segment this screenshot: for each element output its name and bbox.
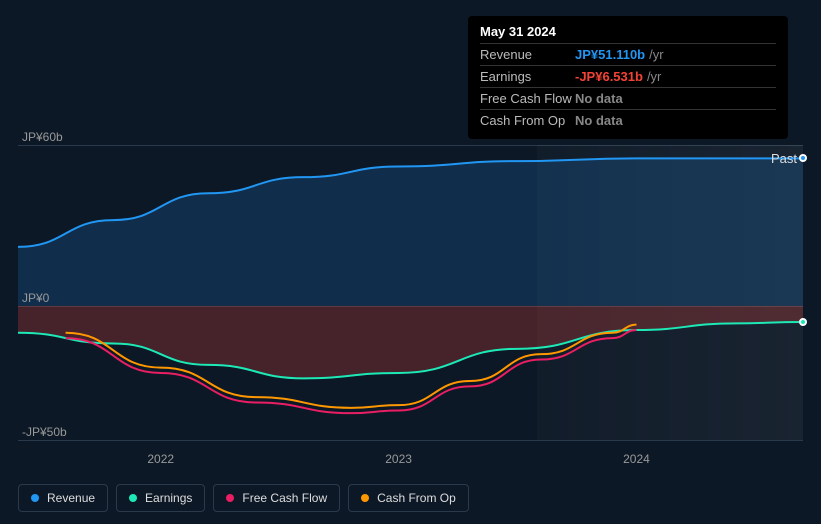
tooltip-row: Free Cash FlowNo data bbox=[480, 87, 776, 109]
tooltip-metric-value: No data bbox=[575, 91, 623, 106]
series-fill bbox=[18, 306, 803, 378]
chart-tooltip: May 31 2024RevenueJP¥51.110b/yrEarnings-… bbox=[468, 16, 788, 139]
legend-item[interactable]: Earnings bbox=[116, 484, 205, 512]
legend-label: Cash From Op bbox=[377, 491, 456, 505]
legend-dot-icon bbox=[31, 494, 39, 502]
tooltip-metric-value: JP¥51.110b bbox=[575, 47, 645, 62]
series-end-marker bbox=[799, 318, 807, 326]
legend-dot-icon bbox=[226, 494, 234, 502]
x-axis-label: 2024 bbox=[623, 452, 650, 466]
tooltip-metric-label: Revenue bbox=[480, 47, 575, 62]
series-fill bbox=[18, 158, 803, 306]
tooltip-metric-label: Earnings bbox=[480, 69, 575, 84]
y-axis-label: JP¥0 bbox=[22, 291, 49, 305]
y-axis-label: -JP¥50b bbox=[22, 425, 67, 439]
tooltip-row: RevenueJP¥51.110b/yr bbox=[480, 43, 776, 65]
legend-dot-icon bbox=[129, 494, 137, 502]
chart-plot-area bbox=[18, 145, 803, 440]
x-axis-label: 2022 bbox=[147, 452, 174, 466]
legend-label: Free Cash Flow bbox=[242, 491, 327, 505]
tooltip-suffix: /yr bbox=[647, 69, 661, 84]
gridline bbox=[18, 440, 803, 441]
legend-item[interactable]: Revenue bbox=[18, 484, 108, 512]
tooltip-metric-label: Cash From Op bbox=[480, 113, 575, 128]
tooltip-suffix: /yr bbox=[649, 47, 663, 62]
tooltip-row: Cash From OpNo data bbox=[480, 109, 776, 131]
tooltip-metric-value: -JP¥6.531b bbox=[575, 69, 643, 84]
x-axis-label: 2023 bbox=[385, 452, 412, 466]
series-end-marker bbox=[799, 154, 807, 162]
past-label: Past bbox=[771, 151, 797, 166]
financial-chart: May 31 2024RevenueJP¥51.110b/yrEarnings-… bbox=[0, 0, 821, 524]
tooltip-metric-label: Free Cash Flow bbox=[480, 91, 575, 106]
tooltip-row: Earnings-JP¥6.531b/yr bbox=[480, 65, 776, 87]
y-axis-label: JP¥60b bbox=[22, 130, 63, 144]
legend-label: Revenue bbox=[47, 491, 95, 505]
tooltip-metric-value: No data bbox=[575, 113, 623, 128]
chart-legend: Revenue Earnings Free Cash Flow Cash From O… bbox=[18, 484, 469, 512]
legend-label: Earnings bbox=[145, 491, 192, 505]
legend-dot-icon bbox=[361, 494, 369, 502]
legend-item[interactable]: Cash From Op bbox=[348, 484, 469, 512]
legend-item[interactable]: Free Cash Flow bbox=[213, 484, 340, 512]
tooltip-date: May 31 2024 bbox=[480, 24, 776, 39]
